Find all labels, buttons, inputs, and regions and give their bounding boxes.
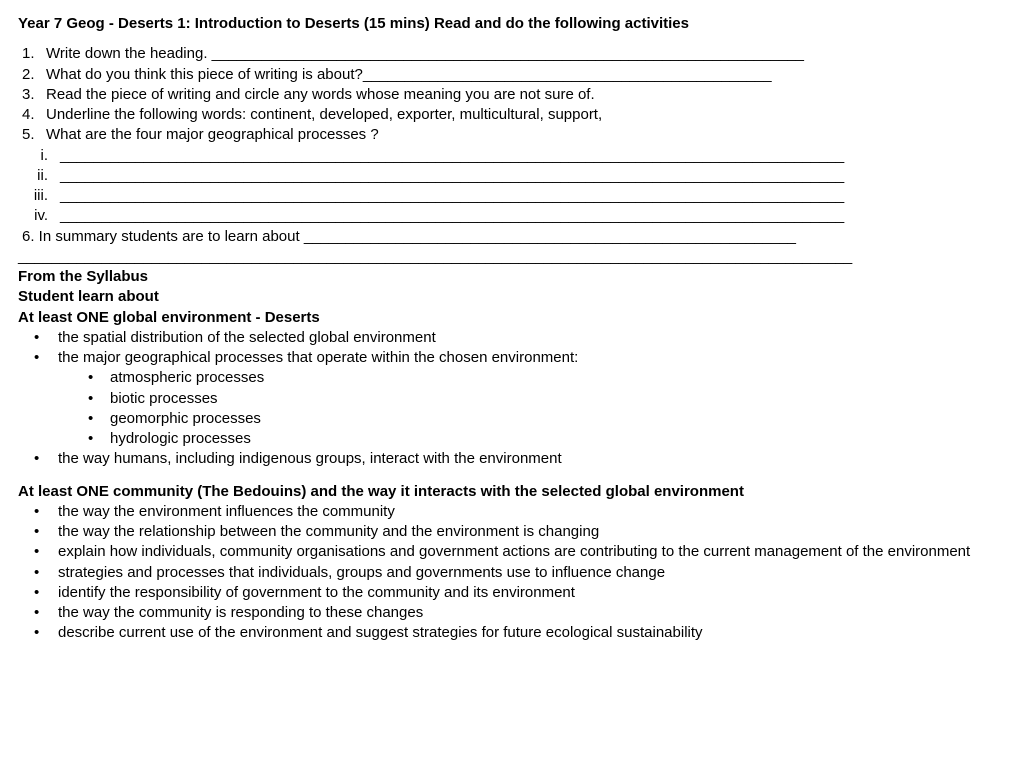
- q2-blank: ________________________________________…: [363, 66, 772, 83]
- env-item-a: the spatial distribution of the selected…: [18, 328, 1006, 348]
- blank-i: ________________________________________…: [60, 147, 844, 164]
- marker-3: 3.: [22, 85, 35, 105]
- activity-item-1: 1. Write down the heading. ______________…: [18, 44, 1006, 64]
- activity-item-4: 4. Underline the following words: contine…: [18, 105, 1006, 125]
- syllabus-comm-head: At least ONE community (The Bedouins) an…: [18, 482, 1006, 502]
- syllabus-env-head: At least ONE global environment - Desert…: [18, 308, 1006, 328]
- env-sub-3: geomorphic processes: [18, 409, 1006, 429]
- roman-iv: iv. _____________________________________…: [18, 206, 1006, 226]
- comm-item-g: describe current use of the environment …: [18, 623, 1006, 643]
- q6-blank-2: ________________________________________…: [18, 247, 1006, 267]
- marker-5: 5.: [22, 125, 35, 145]
- env-sub-bullets: atmospheric processes biotic processes g…: [18, 368, 1006, 449]
- blank-iv: ________________________________________…: [60, 207, 844, 224]
- marker-iv: iv.: [18, 206, 48, 226]
- comm-item-b: the way the relationship between the com…: [18, 522, 1006, 542]
- env-item-b: the major geographical processes that op…: [18, 348, 1006, 368]
- q5-text: What are the four major geographical pro…: [46, 126, 379, 143]
- activity-list: 1. Write down the heading. ______________…: [18, 44, 1006, 145]
- q3-text: Read the piece of writing and circle any…: [46, 86, 595, 103]
- env-bullets-2: the way humans, including indigenous gro…: [18, 449, 1006, 469]
- blank-ii: ________________________________________…: [60, 167, 844, 184]
- env-item-c: the way humans, including indigenous gro…: [18, 449, 1006, 469]
- comm-item-a: the way the environment influences the c…: [18, 502, 1006, 522]
- roman-list: i. ______________________________________…: [18, 146, 1006, 227]
- q2-text: What do you think this piece of writing …: [46, 66, 363, 83]
- marker-2: 2.: [22, 65, 35, 85]
- env-sub-2: biotic processes: [18, 389, 1006, 409]
- env-bullets: the spatial distribution of the selected…: [18, 328, 1006, 369]
- comm-item-c: explain how individuals, community organ…: [18, 542, 1006, 562]
- roman-iii: iii. ____________________________________…: [18, 186, 1006, 206]
- blank-iii: ________________________________________…: [60, 187, 844, 204]
- env-sub-1: atmospheric processes: [18, 368, 1006, 388]
- q1-text: Write down the heading.: [46, 45, 212, 62]
- roman-ii: ii. _____________________________________…: [18, 166, 1006, 186]
- activity-item-3: 3. Read the piece of writing and circle a…: [18, 85, 1006, 105]
- marker-iii: iii.: [18, 186, 48, 206]
- marker-ii: ii.: [18, 166, 48, 186]
- syllabus-learn: Student learn about: [18, 287, 1006, 307]
- marker-4: 4.: [22, 105, 35, 125]
- roman-i: i. ______________________________________…: [18, 146, 1006, 166]
- marker-i: i.: [18, 146, 48, 166]
- worksheet-title: Year 7 Geog - Deserts 1: Introduction to…: [18, 14, 1006, 34]
- marker-1: 1.: [22, 44, 35, 64]
- activity-item-2: 2. What do you think this piece of writin…: [18, 65, 1006, 85]
- q6-blank: ________________________________________…: [304, 228, 796, 245]
- comm-bullets: the way the environment influences the c…: [18, 502, 1006, 644]
- activity-item-6: 6. In summary students are to learn abou…: [18, 227, 1006, 247]
- syllabus-from: From the Syllabus: [18, 267, 1006, 287]
- activity-item-5: 5. What are the four major geographical p…: [18, 125, 1006, 145]
- env-sub-4: hydrologic processes: [18, 429, 1006, 449]
- comm-item-f: the way the community is responding to t…: [18, 603, 1006, 623]
- q6-text: 6. In summary students are to learn abou…: [22, 228, 304, 245]
- comm-item-d: strategies and processes that individual…: [18, 563, 1006, 583]
- comm-item-e: identify the responsibility of governmen…: [18, 583, 1006, 603]
- q1-blank: ________________________________________…: [212, 45, 804, 62]
- q4-text: Underline the following words: continent…: [46, 106, 602, 123]
